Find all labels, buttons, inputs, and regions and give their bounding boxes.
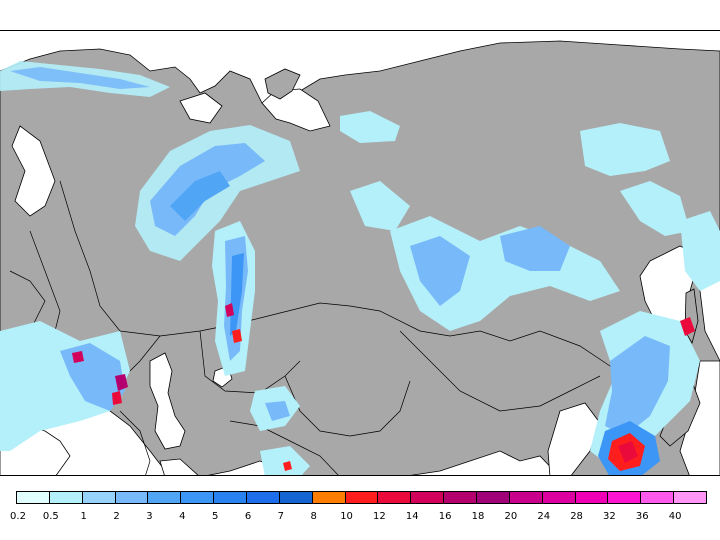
precipitation-shading [0, 61, 720, 475]
legend-swatch [344, 491, 379, 504]
legend-tick-label: 1 [80, 511, 87, 522]
persian-gulf [159, 458, 199, 475]
legend-tick-label: 10 [340, 511, 353, 522]
legend-swatch [213, 491, 247, 504]
legend-swatch [640, 491, 675, 504]
legend-swatch [246, 491, 280, 504]
legend-tick-label: 28 [570, 511, 583, 522]
legend-tick-label: 0.5 [42, 511, 59, 522]
legend-tick-label: 4 [179, 511, 186, 522]
legend-swatch [147, 491, 182, 504]
legend-tick-label: 6 [244, 511, 252, 522]
legend-tick-label: 40 [668, 511, 682, 522]
legend-swatch [574, 491, 609, 504]
legend-tick-label: 14 [405, 511, 419, 522]
precipitation-map [0, 30, 720, 476]
legend-swatch [81, 491, 116, 504]
legend-swatch [476, 491, 510, 504]
legend-swatch [410, 491, 445, 504]
legend-tick-label: 5 [211, 511, 219, 522]
legend-swatch [114, 491, 149, 504]
map-svg [0, 40, 720, 475]
legend-tick-label: 16 [438, 511, 452, 522]
legend-tick-label: 2 [113, 511, 120, 522]
legend-swatch [377, 491, 412, 504]
legend-tick-label: 12 [373, 511, 386, 522]
legend-tick-label: 7 [277, 511, 285, 522]
legend-tick-label: 20 [504, 511, 518, 522]
legend-swatch [541, 491, 576, 504]
legend-swatch [443, 491, 477, 504]
legend-tick-label: 3 [146, 511, 153, 522]
legend-swatch [16, 491, 50, 504]
legend-swatch [508, 491, 543, 504]
caspian-sea [149, 352, 186, 450]
legend-tick-label: 0.2 [10, 511, 26, 522]
yellow-sea [547, 402, 601, 475]
legend-swatch [48, 491, 83, 504]
legend-swatch [673, 491, 707, 504]
legend-tick-label: 24 [537, 511, 551, 522]
white-sea [179, 92, 223, 124]
legend-tick-label: 8 [310, 511, 317, 522]
legend-swatch [311, 491, 346, 504]
baltic-sea [11, 125, 56, 217]
novaya-zemlya [264, 68, 301, 100]
legend-swatch [180, 491, 215, 504]
legend-swatch [607, 491, 642, 504]
legend-tick-label: 18 [471, 511, 485, 522]
precipitation-legend [16, 491, 707, 505]
legend-tick-label: 32 [603, 511, 616, 522]
legend-swatch [278, 491, 313, 504]
legend-tick-label: 36 [635, 511, 649, 522]
